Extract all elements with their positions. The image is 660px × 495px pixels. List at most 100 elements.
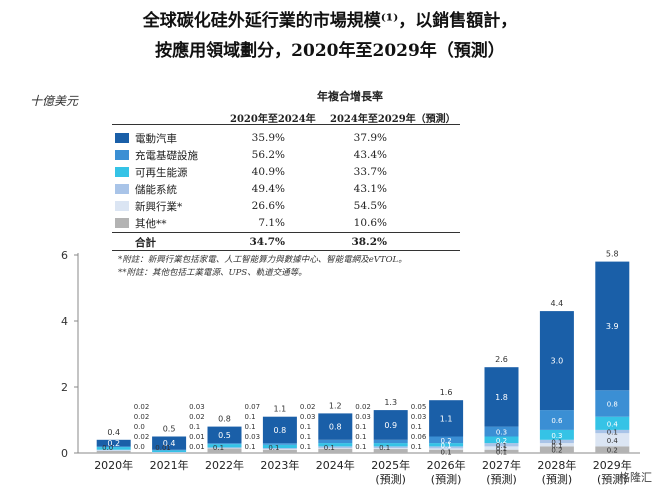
bar-segment: [484, 426, 519, 437]
legend-row: 可再生能源 40.9% 33.7%: [115, 164, 387, 180]
data-label: 1.1: [440, 414, 453, 423]
data-label: 0.01: [189, 433, 205, 441]
legend-series-name: 可再生能源: [135, 166, 188, 179]
bar-segment: [484, 436, 519, 444]
data-label: 0.0: [102, 444, 113, 452]
bar-segment: [152, 452, 187, 453]
data-label: 0.02: [134, 413, 150, 421]
bar-segment: [429, 436, 464, 444]
bar-segment: [373, 446, 408, 449]
x-tick-label: 2020年: [94, 458, 133, 472]
bar-segment: [373, 443, 408, 447]
data-label: 0.8: [607, 401, 618, 409]
x-tick-label: 2025年: [371, 458, 410, 472]
data-label: 0.9: [384, 421, 397, 430]
data-label: 0.06: [411, 433, 427, 441]
legend-cagr1: 49.4%: [251, 183, 285, 195]
legend-cagr1: 26.6%: [251, 200, 285, 212]
data-label: 0.0: [134, 443, 145, 451]
data-label: 0.1: [551, 442, 562, 450]
bar-segment: [207, 448, 242, 449]
bar-total-label: 2.6: [495, 355, 508, 364]
data-label: 0.6: [551, 417, 563, 425]
footnote-others: **附註：其他包括工業電源、UPS、軌道交通等。: [118, 268, 307, 278]
bar-segment: [152, 450, 187, 453]
data-label: 0.02: [355, 403, 371, 411]
data-label: 0.1: [245, 443, 256, 451]
x-tick-label: 2022年: [205, 458, 244, 472]
data-label: 0.1: [300, 433, 311, 441]
x-tick-label: (預測): [375, 472, 406, 486]
bar-segment: [96, 447, 131, 450]
data-label: 0.1: [300, 443, 311, 451]
bar-segment: [262, 443, 297, 445]
bar-total-label: 0.8: [218, 415, 231, 424]
data-label: 0.2: [107, 439, 120, 448]
legend-swatch: [115, 167, 129, 177]
data-label: 0.1: [607, 429, 618, 437]
legend-cagr2: 54.5%: [353, 200, 387, 212]
data-label: 1.8: [495, 393, 508, 402]
bar-segment: [595, 433, 630, 447]
legend-cagr1: 7.1%: [258, 217, 285, 229]
bar-segment: [539, 410, 574, 430]
bar-segment: [207, 447, 242, 449]
data-label: 0.02: [189, 413, 205, 421]
bar-segment: [595, 416, 630, 430]
legend-series-name: 其他**: [135, 217, 167, 230]
data-label: 0.1: [355, 423, 366, 431]
total-label: 合計: [135, 236, 156, 249]
bar-segment: [96, 446, 131, 448]
data-label: 0.02: [134, 403, 150, 411]
data-label: 0.1: [496, 445, 507, 453]
bar-segment: [318, 446, 353, 449]
total-cagr1: 34.7%: [249, 236, 285, 248]
data-label: 0.1: [324, 444, 335, 452]
bar-segment: [539, 439, 574, 444]
cagr-col2-header: 2024年至2029年（預測）: [330, 114, 456, 125]
data-label: 0.4: [607, 437, 619, 445]
data-label: 3.9: [606, 322, 619, 331]
data-label: 0.1: [245, 413, 256, 421]
legend-series-name: 儲能系統: [135, 183, 177, 196]
data-label: 0.2: [607, 447, 618, 455]
table-top-rule: [112, 124, 460, 125]
data-label: 0.2: [441, 437, 452, 445]
data-label: 0.1: [441, 442, 452, 450]
bar-total-label: 1.3: [384, 398, 397, 407]
data-label: 0.1: [551, 438, 562, 446]
x-tick-label: 2028年: [537, 458, 576, 472]
bar-total-label: 1.6: [440, 388, 453, 397]
data-label: 0.02: [300, 403, 316, 411]
legend-row: 儲能系統 49.4% 43.1%: [115, 181, 387, 197]
data-label: 0.1: [496, 448, 507, 456]
bar-total-label: 0.4: [107, 428, 120, 437]
cagr-col1-header: 2020年至2024年: [230, 114, 316, 125]
x-tick-label: 2023年: [260, 458, 299, 472]
x-tick-label: (預測): [542, 472, 573, 486]
data-label: 0.8: [274, 426, 287, 435]
bar-segment: [96, 450, 131, 452]
x-tick-label: 2021年: [150, 458, 189, 472]
legend-swatch: [115, 184, 129, 194]
data-label: 0.1: [355, 443, 366, 451]
legend-cagr2: 43.4%: [353, 149, 387, 161]
legend-row: 新興行業* 26.6% 54.5%: [115, 198, 387, 214]
bar-total-label: 4.4: [551, 299, 564, 308]
bar-segment: [207, 444, 242, 448]
bar-segment: [262, 449, 297, 450]
data-label: 0.4: [163, 439, 176, 448]
data-label: 0.07: [245, 403, 261, 411]
bar-segment: [429, 449, 464, 453]
data-label: 0.03: [355, 413, 371, 421]
bar-segment: [484, 367, 519, 427]
bar-segment: [262, 449, 297, 453]
bar-segment: [373, 449, 408, 453]
data-label: 3.0: [551, 357, 564, 366]
bar-segment: [429, 443, 464, 447]
data-label: 0.03: [411, 413, 427, 421]
bar-segment: [539, 429, 574, 440]
legend-cagr1: 56.2%: [251, 149, 285, 161]
data-label: 0.02: [134, 433, 150, 441]
